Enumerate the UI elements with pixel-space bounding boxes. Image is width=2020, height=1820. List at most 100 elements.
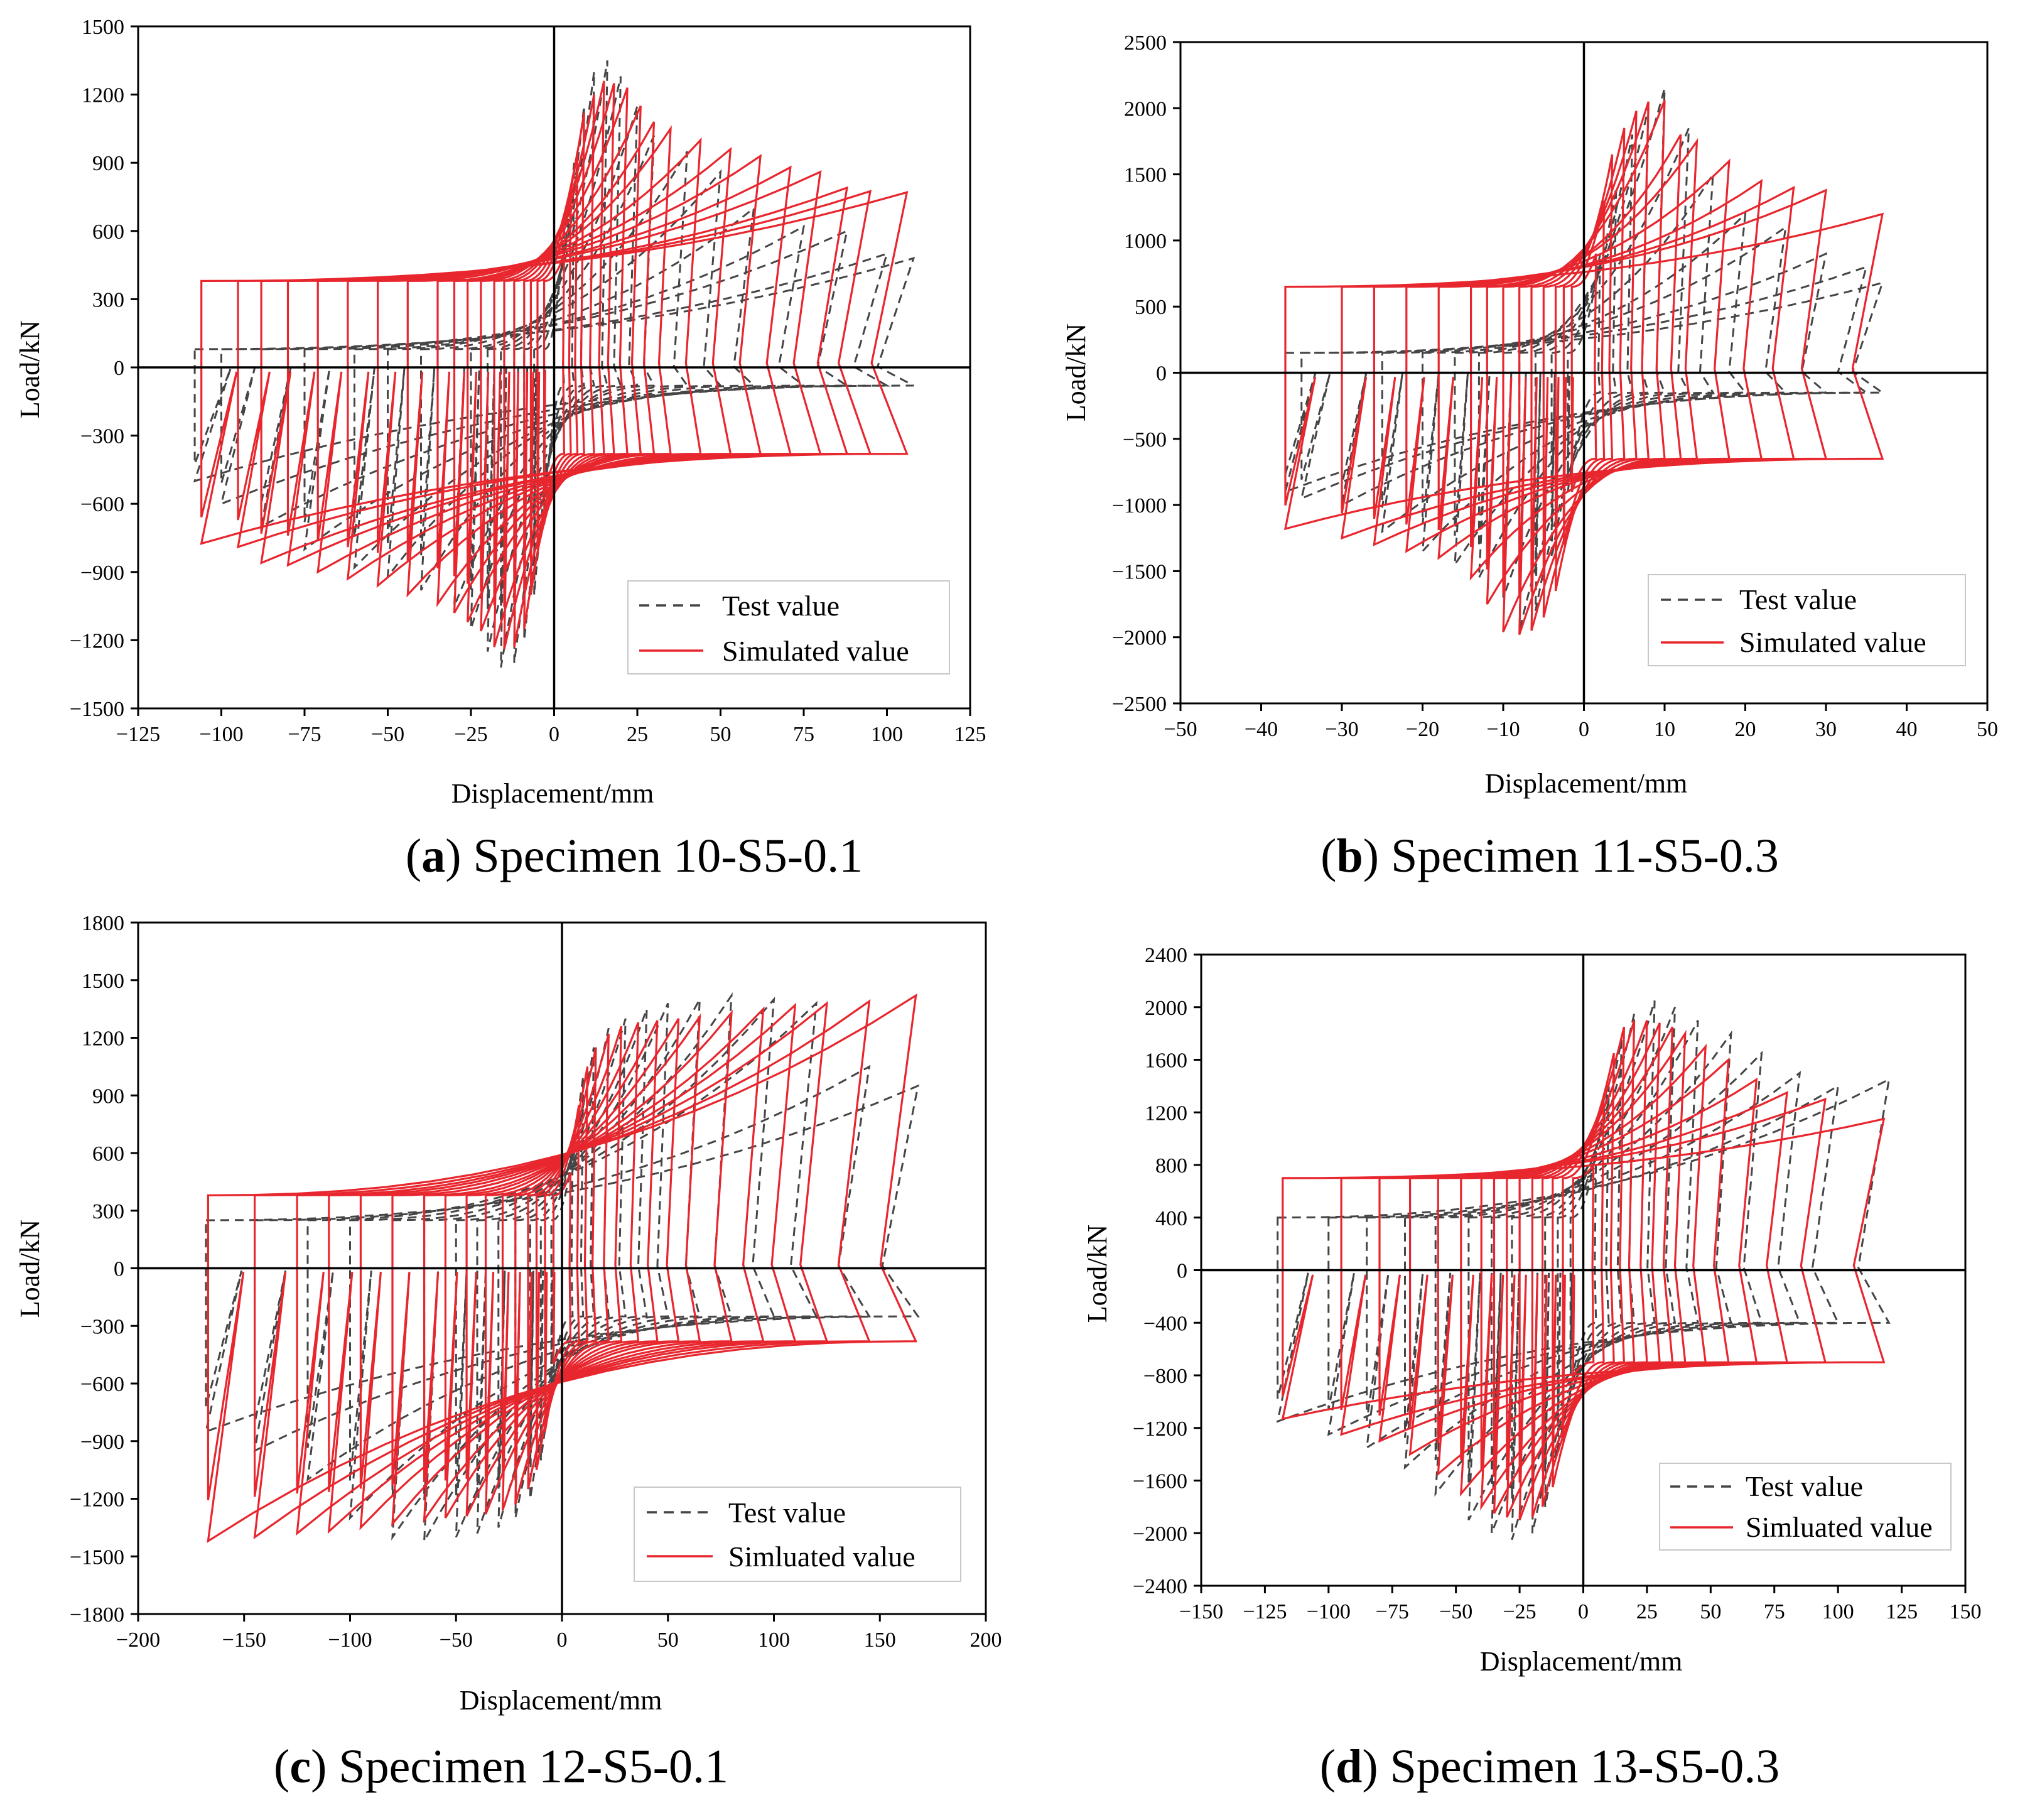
y-tick-label: −600: [80, 493, 124, 516]
x-tick-label: 200: [970, 1628, 1002, 1652]
test-loop: [533, 163, 575, 595]
x-tick-label: −150: [222, 1628, 266, 1652]
legend-b: Test value Simulated value: [1648, 574, 1966, 666]
caption-d-letter: d: [1336, 1740, 1362, 1793]
y-tick-label: −1200: [70, 1488, 124, 1512]
x-tick-label: 75: [793, 723, 814, 746]
test-loop: [423, 999, 701, 1542]
x-tick-label: −75: [288, 723, 321, 746]
y-axis-title-d: Load/kN: [1082, 1225, 1113, 1323]
caption-c-letter: c: [289, 1740, 311, 1793]
y-tick-label: −1500: [70, 698, 124, 721]
x-tick-label: 25: [627, 723, 648, 746]
x-tick-label: −25: [1503, 1600, 1536, 1623]
x-tick-label: −50: [440, 1628, 473, 1652]
test-loop: [1276, 1078, 1891, 1423]
y-tick-label: 2000: [1145, 997, 1187, 1020]
y-tick-label: 0: [1156, 362, 1167, 386]
y-tick-label: 800: [1155, 1154, 1187, 1178]
simulated-loop: [1572, 1161, 1595, 1379]
y-tick-label: −1800: [70, 1603, 124, 1627]
test-loop: [470, 106, 639, 629]
simulated-series-d: [1281, 1020, 1886, 1520]
legend-a: Test value Simulated value: [627, 580, 950, 674]
caption-a-letter: a: [421, 830, 445, 882]
y-tick-label: −2000: [1112, 627, 1167, 650]
x-tick-label: 0: [557, 1628, 568, 1652]
y-tick-label: −2400: [1133, 1575, 1187, 1598]
y-tick-label: −600: [80, 1373, 124, 1396]
simulated-loop: [514, 1033, 610, 1505]
x-axis-title-d: Displacement/mm: [1480, 1646, 1683, 1677]
simulated-series-c: [207, 994, 918, 1543]
simulated-loop: [1530, 111, 1638, 631]
x-tick-label: −125: [116, 723, 160, 746]
panel-d: −150 −125 −100 −75 −50 −25 0 25 50 75 100 125 150 −24…: [1082, 944, 1982, 1793]
simulated-loop: [1281, 1117, 1886, 1421]
x-tick-label: −100: [328, 1628, 372, 1652]
caption-d: (d) Specimen 13-S5-0.3: [1320, 1740, 1780, 1793]
x-axis-title-a: Displacement/mm: [451, 778, 654, 809]
legend-sim-label-c: Simluated value: [728, 1541, 915, 1573]
x-axis-title-b: Displacement/mm: [1485, 768, 1688, 799]
y-tick-label: −300: [80, 1315, 124, 1338]
simulated-loop: [1283, 212, 1884, 531]
x-axis-title-c: Displacement/mm: [460, 1685, 662, 1716]
plot-c: −200 −150 −100 −50 0 50 100 150 200 −1800 −1500 −12…: [70, 912, 1002, 1652]
simulated-loop: [207, 994, 918, 1543]
y-tick-label: −1200: [70, 629, 124, 653]
test-loop: [1403, 1050, 1763, 1470]
x-tick-label: 10: [1654, 718, 1675, 741]
y-tick-label: 300: [92, 288, 124, 311]
x-tick-label: 100: [871, 723, 903, 746]
y-tick-label: 1600: [1145, 1049, 1187, 1073]
x-tick-label: −100: [1307, 1600, 1351, 1623]
legend-box-d: [1659, 1463, 1952, 1551]
simulated-loop: [1552, 1053, 1615, 1488]
x-tick-label: 100: [1822, 1600, 1854, 1623]
x-tick-label: −50: [371, 723, 404, 746]
x-tick-label: 125: [1886, 1600, 1918, 1623]
y-tick-label: −1000: [1112, 494, 1167, 517]
caption-d-text: Specimen 13-S5-0.3: [1390, 1740, 1780, 1793]
x-tick-label: −125: [1243, 1600, 1287, 1623]
legend-box-b: [1648, 574, 1966, 666]
y-tick-label: 1800: [82, 912, 124, 935]
legend-c: Test value Simluated value: [634, 1487, 961, 1582]
legend-test-label-a: Test value: [722, 590, 840, 622]
test-loop: [1477, 127, 1691, 578]
x-tick-label: 125: [954, 723, 986, 746]
y-tick-label: 600: [92, 220, 124, 244]
simulated-loop: [527, 1047, 597, 1490]
x-tick-label: 40: [1896, 718, 1918, 741]
x-tick-label: 100: [758, 1628, 790, 1652]
x-tick-label: 20: [1735, 718, 1756, 741]
y-tick-label: −400: [1143, 1312, 1187, 1335]
legend-sim-label-b: Simulated value: [1739, 626, 1926, 658]
x-tick-label: 150: [1950, 1600, 1982, 1623]
y-tick-label: 1500: [82, 16, 124, 39]
test-loop: [497, 1018, 627, 1528]
x-tick-label: −10: [1486, 718, 1520, 741]
y-tick-label: 900: [92, 152, 124, 175]
y-tick-label: 1200: [82, 1027, 124, 1051]
x-tick-label: −50: [1439, 1600, 1472, 1623]
y-tick-label: 2000: [1124, 97, 1167, 121]
simulated-loop: [391, 1009, 733, 1527]
y-tick-label: 0: [114, 357, 124, 380]
panel-b: −50 −40 −30 −20 −10 0 10 20 30 40 50 −2500 −2000 −150…: [1061, 31, 1998, 882]
y-tick-label: −1500: [1112, 560, 1167, 583]
test-loop: [543, 226, 565, 527]
simulated-loop: [465, 1020, 659, 1517]
y-tick-label: 1000: [1124, 230, 1167, 253]
y-tick-label: 2400: [1145, 944, 1187, 967]
y-tick-label: −2500: [1112, 693, 1167, 716]
x-tick-label: 0: [549, 723, 559, 746]
y-tick-label: −800: [1143, 1365, 1187, 1388]
legend-sim-label-d: Simluated value: [1746, 1511, 1933, 1543]
test-loop: [306, 1000, 818, 1482]
caption-b-letter: b: [1336, 830, 1363, 882]
simulated-series-b: [1283, 100, 1884, 636]
caption-b-text: Specimen 11-S5-0.3: [1391, 830, 1779, 882]
